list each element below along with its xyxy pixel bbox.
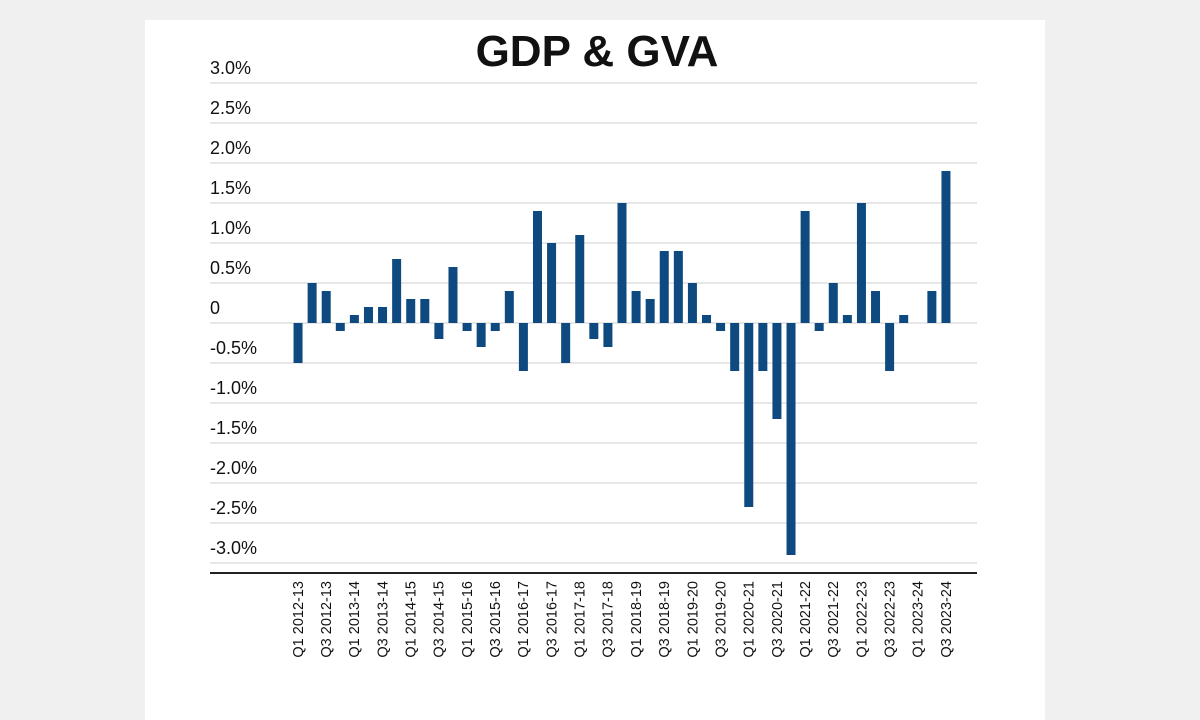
- bar: [448, 267, 458, 323]
- y-tick-label: -0.5%: [210, 338, 257, 358]
- bar: [518, 323, 528, 371]
- x-tick-label: Q3 2021-22: [826, 581, 842, 658]
- x-tick-label: Q1 2015-16: [460, 581, 476, 658]
- x-tick-label: Q3 2023-24: [939, 581, 955, 658]
- bar: [589, 323, 599, 339]
- bar: [716, 323, 726, 331]
- bar: [434, 323, 444, 339]
- bar: [744, 323, 754, 507]
- bar: [575, 235, 585, 323]
- bar: [772, 323, 782, 419]
- bar: [378, 307, 388, 323]
- bar: [645, 299, 655, 323]
- y-tick-label: 1.0%: [210, 218, 251, 238]
- bar: [786, 323, 796, 555]
- bar: [363, 307, 373, 323]
- y-tick-label: 0: [210, 298, 220, 318]
- x-tick-label: Q1 2018-19: [629, 581, 645, 658]
- bar: [307, 283, 317, 323]
- bar: [702, 315, 712, 323]
- bar: [856, 203, 866, 323]
- bar: [476, 323, 486, 347]
- bar: [420, 299, 430, 323]
- chart-panel: [145, 20, 1045, 720]
- x-tick-label: Q3 2020-21: [770, 581, 786, 658]
- bar: [814, 323, 824, 331]
- x-tick-label: Q1 2016-17: [516, 581, 532, 658]
- bar: [730, 323, 740, 371]
- x-tick-label: Q1 2023-24: [911, 581, 927, 658]
- y-tick-label: -1.0%: [210, 378, 257, 398]
- bar: [885, 323, 895, 371]
- x-tick-label: Q1 2021-22: [798, 581, 814, 658]
- bar: [631, 291, 641, 323]
- chart-title: GDP & GVA: [476, 27, 719, 76]
- bar: [547, 243, 557, 323]
- y-tick-label: 2.5%: [210, 98, 251, 118]
- x-tick-label: Q1 2013-14: [347, 581, 363, 658]
- bar: [617, 203, 627, 323]
- bar: [941, 171, 951, 323]
- y-tick-label: 1.5%: [210, 178, 251, 198]
- x-tick-label: Q3 2012-13: [319, 581, 335, 658]
- x-tick-label: Q1 2014-15: [404, 581, 420, 658]
- bar: [687, 283, 697, 323]
- y-tick-label: -1.5%: [210, 418, 257, 438]
- bar: [504, 291, 514, 323]
- x-tick-label: Q1 2019-20: [685, 581, 701, 658]
- bar: [490, 323, 500, 331]
- bar: [462, 323, 472, 331]
- y-tick-label: -3.0%: [210, 538, 257, 558]
- x-tick-label: Q1 2022-23: [854, 581, 870, 658]
- x-tick-label: Q3 2022-23: [882, 581, 898, 658]
- x-tick-label: Q3 2018-19: [657, 581, 673, 658]
- x-tick-label: Q3 2017-18: [601, 581, 617, 658]
- bar: [561, 323, 571, 363]
- bar: [828, 283, 838, 323]
- x-tick-label: Q3 2014-15: [432, 581, 448, 658]
- x-tick-label: Q1 2017-18: [573, 581, 589, 658]
- bar: [392, 259, 402, 323]
- y-tick-label: 0.5%: [210, 258, 251, 278]
- y-tick-label: -2.0%: [210, 458, 257, 478]
- bar: [349, 315, 359, 323]
- x-tick-label: Q3 2015-16: [488, 581, 504, 658]
- x-tick-label: Q1 2020-21: [742, 581, 758, 658]
- bar: [758, 323, 768, 371]
- bar: [899, 315, 909, 323]
- bar: [335, 323, 345, 331]
- x-tick-label: Q3 2013-14: [375, 581, 391, 658]
- y-tick-label: -2.5%: [210, 498, 257, 518]
- bar: [673, 251, 683, 323]
- bar: [842, 315, 852, 323]
- y-tick-label: 2.0%: [210, 138, 251, 158]
- y-tick-label: 3.0%: [210, 58, 251, 78]
- x-tick-label: Q3 2016-17: [544, 581, 560, 658]
- bar: [659, 251, 669, 323]
- bar: [927, 291, 937, 323]
- bar: [293, 323, 303, 363]
- x-tick-label: Q1 2012-13: [291, 581, 307, 658]
- bar: [603, 323, 613, 347]
- bar: [800, 211, 810, 323]
- bar: [406, 299, 416, 323]
- bar: [321, 291, 331, 323]
- x-tick-label: Q3 2019-20: [713, 581, 729, 658]
- bar: [532, 211, 542, 323]
- bar: [871, 291, 881, 323]
